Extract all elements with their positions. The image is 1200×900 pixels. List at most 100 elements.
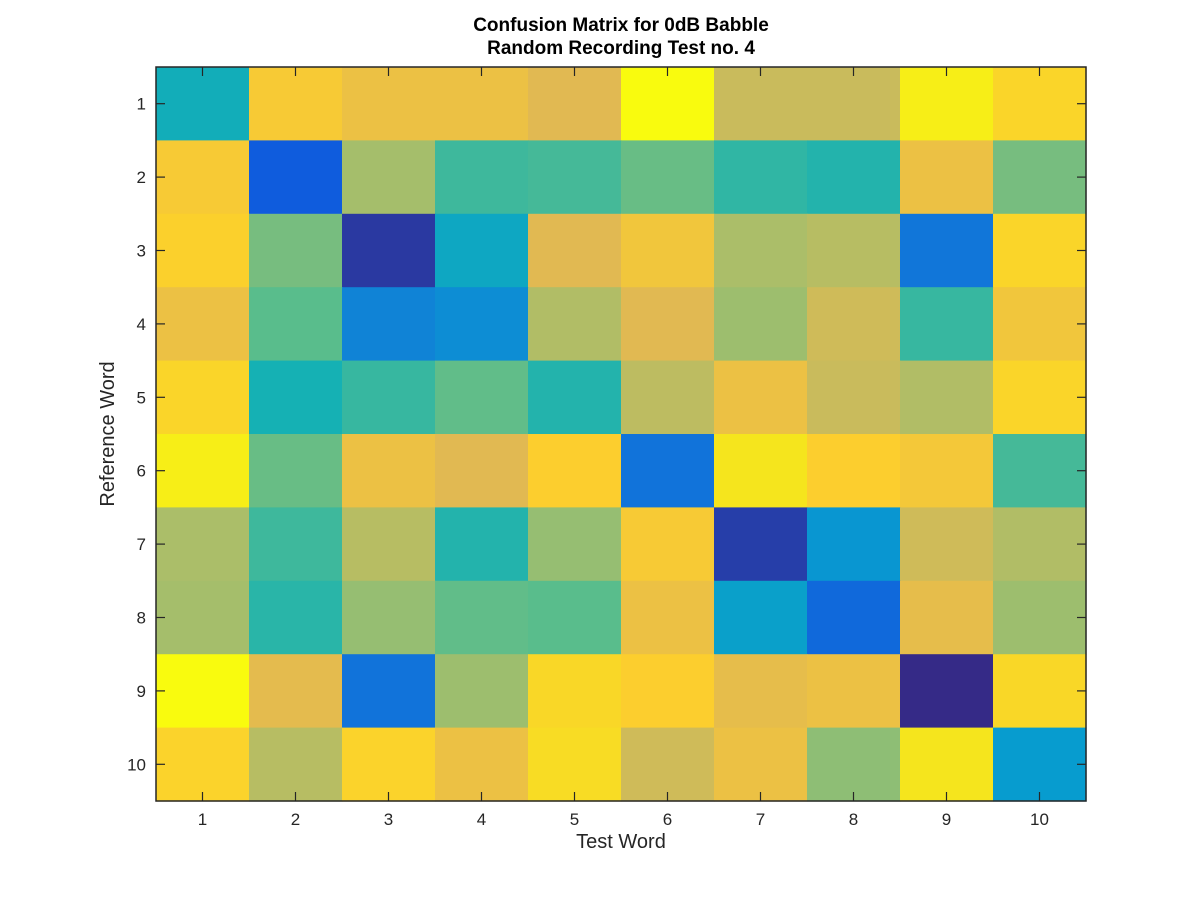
heatmap-cell xyxy=(528,213,622,288)
heatmap-cell xyxy=(156,654,250,729)
heatmap-cell xyxy=(807,213,901,288)
heatmap-cell xyxy=(342,507,436,582)
heatmap-cell xyxy=(621,213,715,288)
heatmap-cell xyxy=(528,67,622,141)
heatmap-cell xyxy=(249,213,343,288)
heatmap-cell xyxy=(156,727,250,802)
heatmap-cells xyxy=(156,67,1087,802)
heatmap-cell xyxy=(900,580,994,655)
heatmap-cell xyxy=(156,507,250,582)
heatmap-cell xyxy=(993,67,1087,141)
axis-ticks xyxy=(156,67,1086,801)
heatmap-cell xyxy=(435,727,529,802)
heatmap-cell xyxy=(714,727,808,802)
x-axis-label: Test Word xyxy=(576,831,666,853)
heatmap-cell xyxy=(156,360,250,435)
heatmap-cell xyxy=(528,507,622,582)
heatmap-cell xyxy=(807,287,901,362)
y-tick-label: 4 xyxy=(137,315,146,334)
heatmap-cell xyxy=(807,434,901,508)
heatmap-cell xyxy=(435,434,529,508)
x-tick-label: 1 xyxy=(198,810,207,829)
heatmap-cell xyxy=(342,654,436,729)
heatmap-cell xyxy=(249,434,343,508)
heatmap-cell xyxy=(807,580,901,655)
x-tick-label: 8 xyxy=(849,810,858,829)
heatmap-cell xyxy=(435,287,529,362)
heatmap-cell xyxy=(621,360,715,435)
x-tick-label: 6 xyxy=(663,810,672,829)
x-tick-label: 2 xyxy=(291,810,300,829)
heatmap-cell xyxy=(621,140,715,215)
heatmap-cell xyxy=(900,727,994,802)
y-tick-label: 1 xyxy=(137,95,146,114)
heatmap-cell xyxy=(342,360,436,435)
x-tick-label: 9 xyxy=(942,810,951,829)
heatmap-cell xyxy=(249,654,343,729)
chart-title-line-1: Confusion Matrix for 0dB Babble xyxy=(473,15,769,36)
x-tick-labels: 1 2 3 4 5 6 7 8 9 10 xyxy=(198,810,1049,829)
heatmap-cell xyxy=(714,213,808,288)
heatmap-cell xyxy=(714,507,808,582)
x-tick-label: 3 xyxy=(384,810,393,829)
heatmap-cell xyxy=(714,67,808,141)
heatmap-cell xyxy=(435,140,529,215)
heatmap-cell xyxy=(621,654,715,729)
heatmap-cell xyxy=(435,213,529,288)
heatmap-cell xyxy=(621,507,715,582)
heatmap-cell xyxy=(993,654,1087,729)
heatmap-cell xyxy=(993,360,1087,435)
heatmap-cell xyxy=(342,140,436,215)
heatmap-cell xyxy=(528,140,622,215)
heatmap-cell xyxy=(993,507,1087,582)
heatmap-cell xyxy=(342,213,436,288)
heatmap-cell xyxy=(714,580,808,655)
plot-frame xyxy=(155,66,1087,802)
heatmap-cell xyxy=(249,287,343,362)
heatmap-cell xyxy=(435,507,529,582)
heatmap-cell xyxy=(807,360,901,435)
heatmap-cell xyxy=(528,727,622,802)
heatmap-cell xyxy=(249,360,343,435)
heatmap-cell xyxy=(900,67,994,141)
heatmap-cell xyxy=(249,727,343,802)
y-tick-label: 7 xyxy=(137,535,146,554)
y-tick-labels: 1 2 3 4 5 6 7 8 9 10 xyxy=(127,95,146,775)
x-tick-label: 10 xyxy=(1030,810,1049,829)
y-tick-label: 3 xyxy=(137,242,146,261)
y-tick-label: 10 xyxy=(127,755,146,774)
heatmap-cell xyxy=(714,287,808,362)
heatmap-cell xyxy=(900,287,994,362)
heatmap-cell xyxy=(993,140,1087,215)
y-tick-label: 2 xyxy=(137,168,146,187)
heatmap-cell xyxy=(249,580,343,655)
heatmap-cell xyxy=(714,360,808,435)
y-tick-label: 6 xyxy=(137,462,146,481)
x-tick-label: 7 xyxy=(756,810,765,829)
heatmap-cell xyxy=(342,580,436,655)
y-tick-label: 8 xyxy=(137,609,146,628)
heatmap-cell xyxy=(528,580,622,655)
heatmap-cell xyxy=(993,213,1087,288)
heatmap-cell xyxy=(807,67,901,141)
heatmap-cell xyxy=(900,360,994,435)
heatmap-cell xyxy=(621,287,715,362)
heatmap-cell xyxy=(900,507,994,582)
heatmap-cell xyxy=(342,287,436,362)
heatmap-cell xyxy=(156,67,250,141)
heatmap-cell xyxy=(714,434,808,508)
y-tick-label: 5 xyxy=(137,388,146,407)
heatmap-cell xyxy=(249,140,343,215)
heatmap-cell xyxy=(807,140,901,215)
heatmap-cell xyxy=(714,140,808,215)
heatmap-cell xyxy=(156,434,250,508)
heatmap-cell xyxy=(156,140,250,215)
heatmap-cell xyxy=(342,727,436,802)
heatmap-cell xyxy=(342,434,436,508)
heatmap-cell xyxy=(807,507,901,582)
heatmap-cell xyxy=(156,287,250,362)
heatmap-cell xyxy=(435,360,529,435)
heatmap-cell xyxy=(621,67,715,141)
heatmap-cell xyxy=(807,727,901,802)
